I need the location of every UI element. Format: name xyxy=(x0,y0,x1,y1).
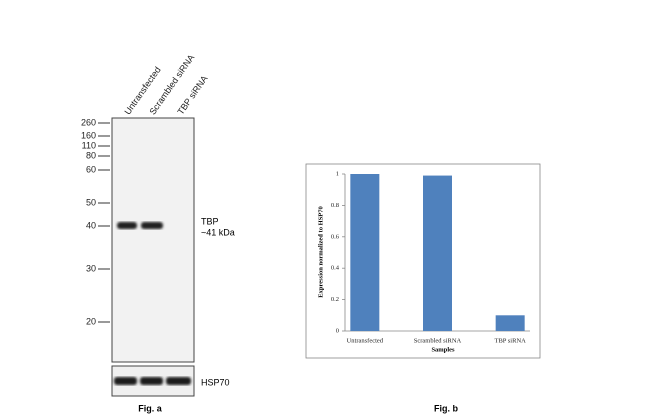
band xyxy=(141,222,163,229)
y-axis-label: Expression normalized to HSP70 xyxy=(317,206,324,297)
y-tick-label: 0.8 xyxy=(331,202,339,209)
x-axis-label: Samples xyxy=(431,346,455,353)
bar xyxy=(495,315,525,331)
marker-label: 30 xyxy=(86,263,96,273)
blot-membrane xyxy=(111,117,195,363)
marker-label: 80 xyxy=(86,150,96,160)
marker-label: 110 xyxy=(82,140,96,150)
x-tick-label: Scrambled siRNA xyxy=(414,337,462,344)
control-label: HSP70 xyxy=(201,377,230,387)
marker-label: 40 xyxy=(86,220,96,230)
y-tick-label: 0 xyxy=(336,327,339,334)
band xyxy=(114,377,137,385)
y-tick-label: 0.6 xyxy=(331,233,340,240)
bar xyxy=(423,175,452,331)
band-label: TBP xyxy=(201,216,219,226)
band xyxy=(117,222,137,229)
marker-label: 60 xyxy=(86,164,96,174)
y-tick-label: 0.4 xyxy=(331,265,340,272)
y-tick-label: 1 xyxy=(336,170,339,177)
band xyxy=(140,377,163,385)
caption: Fig. a xyxy=(138,403,162,413)
bar xyxy=(350,174,380,331)
marker-label: 20 xyxy=(86,316,96,326)
band xyxy=(166,377,191,385)
marker-label: 160 xyxy=(81,130,96,140)
band-size: ~41 kDa xyxy=(201,227,235,237)
x-tick-label: TBP siRNA xyxy=(494,337,526,344)
y-tick-label: 0.2 xyxy=(331,296,339,303)
marker-label: 50 xyxy=(86,197,96,207)
caption: Fig. b xyxy=(434,403,458,413)
marker-label: 260 xyxy=(81,117,96,127)
x-tick-label: Untransfected xyxy=(347,337,384,344)
